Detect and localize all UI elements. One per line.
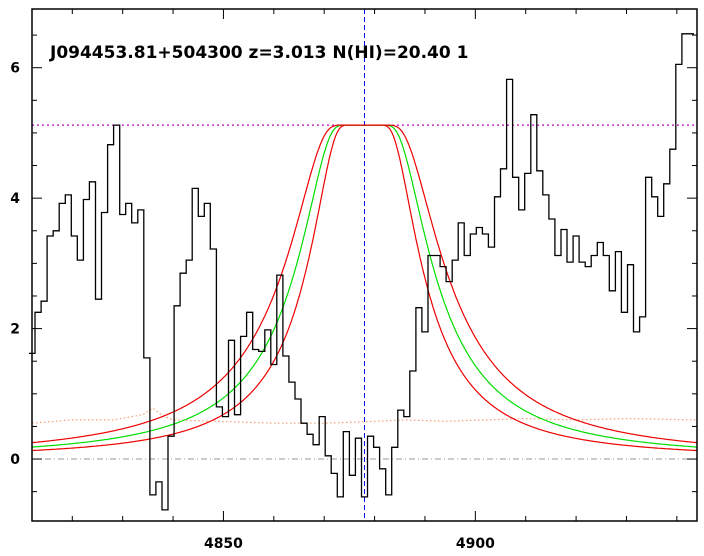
chart-marks: [29, 9, 698, 521]
flux-histogram: [29, 33, 694, 511]
axis-ticks: 0 2 4 6 4850 4900: [10, 9, 697, 552]
y-tick-label: 2: [10, 322, 20, 338]
y-tick-label: 0: [10, 452, 20, 468]
chart-title: J094453.81+504300 z=3.013 N(HI)=20.40 1: [49, 43, 468, 63]
y-tick-label: 6: [10, 61, 20, 77]
x-tick-label: 4900: [456, 536, 495, 552]
x-tick-label: 4850: [204, 536, 243, 552]
y-tick-label: 4: [10, 191, 20, 207]
profile-lower-bound: [31, 124, 698, 444]
error-spectrum-line: [31, 407, 698, 424]
plot-frame: [31, 8, 698, 522]
